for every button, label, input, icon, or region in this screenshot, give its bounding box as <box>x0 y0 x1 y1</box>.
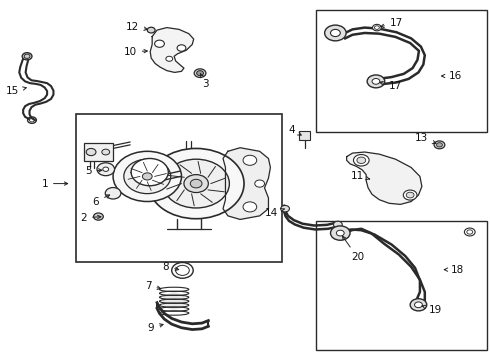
Text: 16: 16 <box>441 71 462 81</box>
Circle shape <box>147 27 155 33</box>
Bar <box>316 221 487 350</box>
Circle shape <box>131 158 168 186</box>
Bar <box>316 10 487 132</box>
Text: 1: 1 <box>41 179 68 189</box>
Circle shape <box>166 56 172 61</box>
Circle shape <box>353 154 369 166</box>
Text: 2: 2 <box>80 213 101 222</box>
Text: 14: 14 <box>265 208 284 218</box>
Circle shape <box>434 141 445 149</box>
Bar <box>299 131 311 140</box>
Text: 10: 10 <box>123 46 147 57</box>
Circle shape <box>194 69 206 77</box>
Circle shape <box>403 190 417 200</box>
Circle shape <box>465 228 475 236</box>
Circle shape <box>184 175 208 193</box>
Circle shape <box>148 148 244 219</box>
Circle shape <box>196 71 203 76</box>
Circle shape <box>113 151 181 202</box>
Bar <box>76 114 282 262</box>
Circle shape <box>155 40 164 47</box>
Text: 17: 17 <box>381 18 403 28</box>
Circle shape <box>243 155 257 165</box>
Circle shape <box>24 54 30 58</box>
Text: 3: 3 <box>200 73 209 89</box>
Circle shape <box>86 148 96 156</box>
Circle shape <box>333 221 342 228</box>
Text: 6: 6 <box>93 195 110 207</box>
Circle shape <box>374 26 379 30</box>
Text: 12: 12 <box>126 22 147 32</box>
Text: 17: 17 <box>380 81 402 91</box>
Circle shape <box>372 78 380 84</box>
Text: 13: 13 <box>415 133 436 144</box>
Circle shape <box>94 213 103 220</box>
Circle shape <box>124 159 171 194</box>
Text: 19: 19 <box>422 305 442 315</box>
Circle shape <box>367 75 385 88</box>
Polygon shape <box>223 148 270 220</box>
Circle shape <box>357 157 366 163</box>
Circle shape <box>415 302 422 308</box>
Circle shape <box>162 293 186 310</box>
Polygon shape <box>150 28 194 72</box>
Circle shape <box>163 159 229 208</box>
Circle shape <box>105 188 121 199</box>
Text: 8: 8 <box>163 262 179 272</box>
Circle shape <box>243 202 257 212</box>
Circle shape <box>372 24 381 31</box>
Circle shape <box>190 179 202 188</box>
Circle shape <box>97 163 115 176</box>
Circle shape <box>331 30 340 37</box>
Text: 20: 20 <box>343 236 364 262</box>
Circle shape <box>22 53 32 60</box>
Circle shape <box>177 45 186 51</box>
Text: 18: 18 <box>444 265 464 275</box>
Bar <box>84 143 113 161</box>
Text: 11: 11 <box>351 171 369 181</box>
Circle shape <box>172 262 193 278</box>
Circle shape <box>143 173 152 180</box>
Circle shape <box>331 226 350 240</box>
Circle shape <box>336 230 344 236</box>
Text: 15: 15 <box>6 86 26 96</box>
Text: 7: 7 <box>145 281 161 291</box>
Circle shape <box>467 230 473 234</box>
Circle shape <box>103 167 109 171</box>
Circle shape <box>102 149 110 155</box>
Circle shape <box>281 206 290 212</box>
Polygon shape <box>346 152 422 204</box>
Circle shape <box>410 299 427 311</box>
Circle shape <box>325 25 346 41</box>
Circle shape <box>175 265 189 275</box>
Circle shape <box>437 143 442 147</box>
Circle shape <box>255 180 265 187</box>
Text: 4: 4 <box>288 125 301 135</box>
Text: 9: 9 <box>148 323 163 333</box>
Text: 5: 5 <box>85 166 102 176</box>
Circle shape <box>406 192 414 198</box>
